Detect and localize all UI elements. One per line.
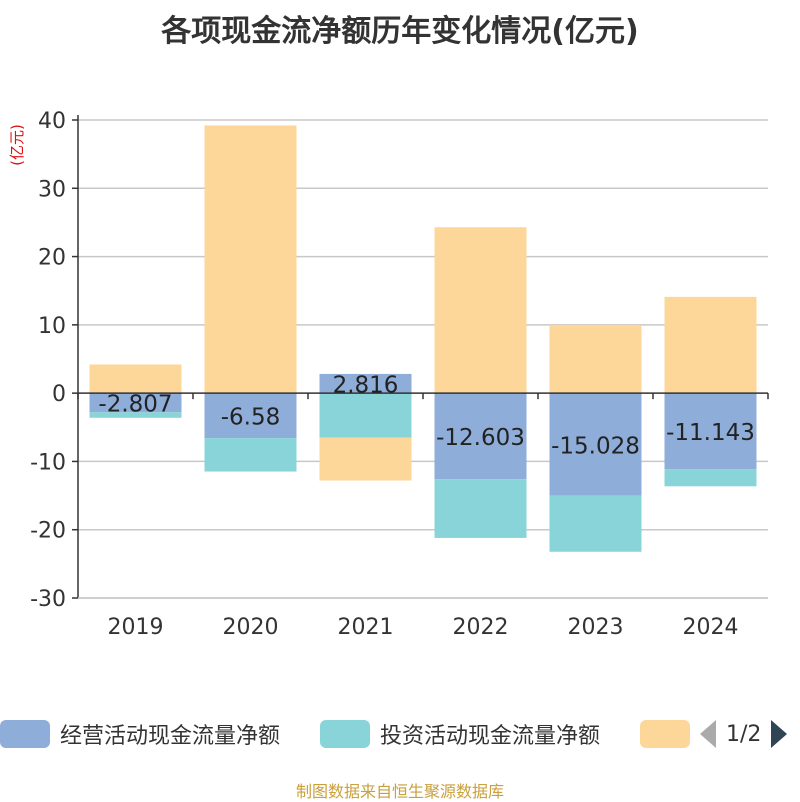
legend-item-operating[interactable]: 经营活动现金流量净额 [0, 716, 280, 752]
data-label-2019: -2.807 [98, 392, 172, 418]
legend-prev-icon[interactable] [700, 720, 716, 748]
bar-2022-series-1[interactable] [434, 479, 527, 538]
bar-2022-series-0[interactable] [434, 393, 527, 480]
legend-page-indicator: 1/2 [726, 721, 762, 747]
legend-label-investing: 投资活动现金流量净额 [380, 724, 601, 749]
y-tick-label: 20 [38, 246, 66, 271]
legend-swatch-financing [640, 720, 690, 748]
bar-2019-series-2[interactable] [89, 364, 182, 394]
chart-title: 各项现金流净额历年变化情况(亿元) [161, 14, 639, 49]
legend-swatch-operating [0, 720, 50, 748]
bar-2019-series-1[interactable] [89, 412, 182, 418]
bar-2024-series-1[interactable] [664, 469, 757, 487]
bar-2020-series-0[interactable] [204, 393, 297, 439]
bar-2023-series-0[interactable] [549, 393, 642, 496]
bar-2021-series-0[interactable] [319, 373, 412, 394]
bar-2023-series-2[interactable] [549, 324, 642, 394]
bar-2021-series-2[interactable] [319, 437, 412, 481]
y-tick-label: -10 [30, 450, 66, 475]
y-tick-label: -30 [30, 587, 66, 612]
bar-2020-series-1[interactable] [204, 438, 297, 472]
y-tick-label: 40 [38, 109, 66, 134]
x-tick-label-2024: 2024 [683, 615, 739, 640]
data-label-2023: -15.028 [551, 433, 640, 459]
legend-next-icon[interactable] [771, 720, 788, 748]
bar-2024-series-0[interactable] [664, 393, 757, 470]
legend-item-financing[interactable] [640, 716, 690, 752]
y-axis-label: (亿元) [8, 124, 26, 166]
data-label-2021: 2.816 [333, 373, 399, 399]
y-tick-label: 0 [52, 382, 66, 407]
data-labels: -2.807 -6.58 2.816 -12.603 -15.028 -11.143 [98, 373, 754, 460]
bar-2023-series-1[interactable] [549, 495, 642, 552]
x-tick-label-2021: 2021 [338, 615, 394, 640]
bar-2024-series-2[interactable] [664, 296, 757, 394]
axes: 40 30 20 10 0 -10 -20 -30 2019 2020 2021 2022 2023 20… [30, 109, 769, 640]
bar-2020-series-2[interactable] [204, 125, 297, 394]
legend-pager: 1/2 [700, 716, 788, 752]
bars [89, 125, 757, 552]
y-tick-label: 10 [38, 314, 66, 339]
legend-item-investing[interactable]: 投资活动现金流量净额 [320, 716, 600, 752]
y-tick-label: 30 [38, 177, 66, 202]
legend-label-operating: 经营活动现金流量净额 [60, 724, 281, 749]
legend-swatch-investing [320, 720, 370, 748]
x-tick-label-2020: 2020 [223, 615, 279, 640]
data-label-2020: -6.58 [221, 405, 281, 431]
data-label-2022: -12.603 [436, 425, 525, 451]
x-tick-label-2023: 2023 [568, 615, 624, 640]
bar-2022-series-2[interactable] [434, 227, 527, 394]
bar-2019-series-0[interactable] [89, 393, 182, 413]
data-label-2024: -11.143 [666, 420, 755, 446]
bar-chart: 40 30 20 10 0 -10 -20 -30 2019 2020 2021 2022 2023 20… [8, 109, 769, 640]
bar-2021-series-1[interactable] [319, 393, 412, 438]
data-source-footer: 制图数据来自恒生聚源数据库 [295, 782, 504, 801]
y-tick-label: -20 [30, 519, 66, 544]
x-tick-label-2019: 2019 [108, 615, 164, 640]
x-tick-label-2022: 2022 [453, 615, 509, 640]
